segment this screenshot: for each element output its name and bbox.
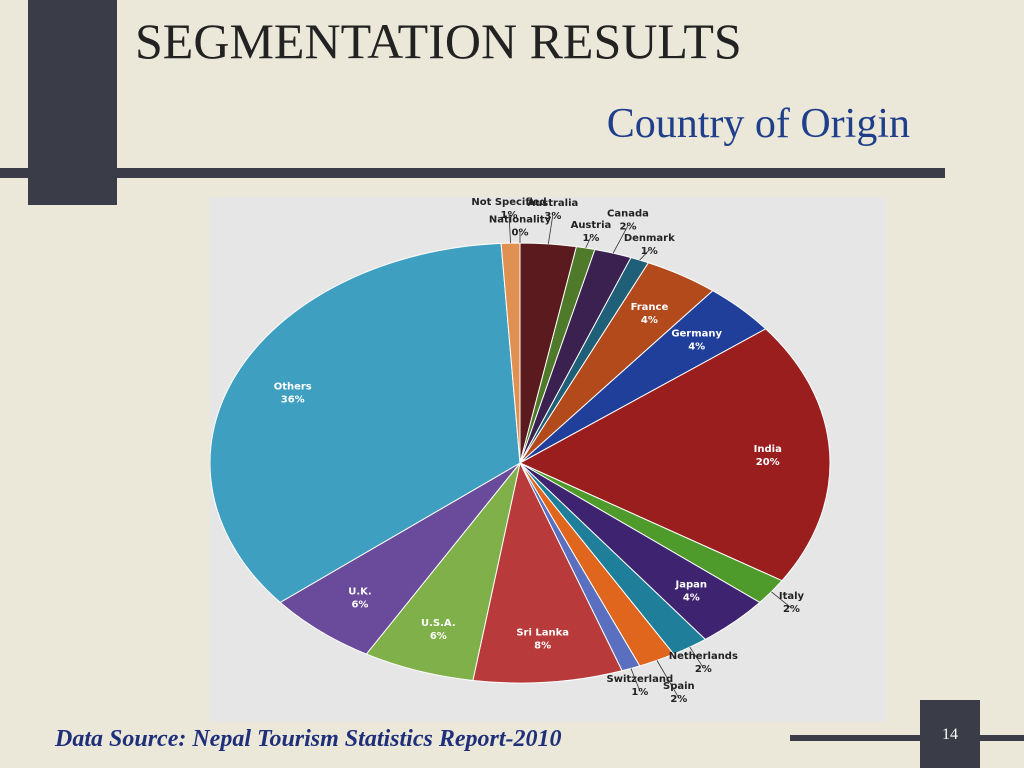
slice-label: U.K.	[348, 586, 371, 597]
leader-line	[585, 236, 592, 249]
slice-value-label: 20%	[756, 457, 780, 468]
leader-line	[612, 225, 629, 254]
slice-value-label: 4%	[688, 342, 705, 353]
page-number: 14	[942, 726, 958, 743]
slice-label: Canada	[607, 209, 649, 220]
slice-value-label: 36%	[281, 395, 305, 406]
slice-value-label: 2%	[619, 222, 636, 233]
leader-line	[771, 591, 792, 609]
chart: Nationality 0% Australia 3% Austria 1% Canada 2…	[210, 197, 885, 722]
pie-slice	[518, 328, 831, 582]
leader-line	[630, 668, 641, 692]
slice-label: France	[631, 302, 669, 313]
slice-value-label: 8%	[534, 640, 551, 651]
slice-value-label: 4%	[683, 592, 700, 603]
page-number-box	[920, 700, 980, 768]
slice-label: Switzerland	[607, 674, 674, 685]
slice-label: Sri Lanka	[516, 627, 569, 638]
slice-value-label: 1%	[631, 687, 648, 698]
slice-value-label: 2%	[670, 694, 687, 705]
leader-line	[639, 249, 650, 261]
slice-label: Australia	[527, 198, 578, 209]
slice-value-label: 1%	[501, 210, 518, 221]
slice-value-label: 2%	[783, 604, 800, 615]
slice-label: Others	[274, 382, 312, 393]
slice-value-label: 2%	[695, 664, 712, 675]
leader-line	[547, 214, 554, 244]
slice-label: Spain	[663, 681, 695, 692]
slide-subtitle: Country of Origin	[606, 101, 910, 147]
slice-value-label: 1%	[582, 233, 599, 244]
leader-line	[656, 660, 680, 699]
slice-label: Netherlands	[669, 651, 738, 662]
slice-label: Italy	[779, 591, 805, 602]
pie-slice	[210, 242, 521, 604]
footer-rule	[790, 735, 1024, 741]
slice-value-label: 4%	[641, 315, 658, 326]
slice-label: India	[754, 444, 782, 455]
title-rule	[0, 168, 945, 178]
slice-label: Denmark	[624, 233, 675, 244]
leader-line	[689, 646, 704, 669]
slice-label: U.S.A.	[421, 618, 456, 629]
slice-label: Nationality	[489, 214, 552, 225]
pie-slice	[472, 461, 623, 684]
slice-label: Japan	[675, 579, 708, 590]
slice-label: Austria	[571, 220, 612, 231]
slice-label: Germany	[671, 329, 722, 340]
slice-label: Not Specified	[471, 197, 546, 208]
slice-value-label: 1%	[641, 246, 658, 257]
slice-value-label: 0%	[512, 227, 529, 238]
slice-value-label: 6%	[430, 631, 447, 642]
slice-value-label: 3%	[544, 211, 561, 222]
slice-value-label: 6%	[351, 599, 368, 610]
leader-line	[508, 213, 511, 244]
footer-source: Data Source: Nepal Tourism Statistics Re…	[55, 726, 562, 752]
slide-title: SEGMENTATION RESULTS	[135, 13, 742, 69]
